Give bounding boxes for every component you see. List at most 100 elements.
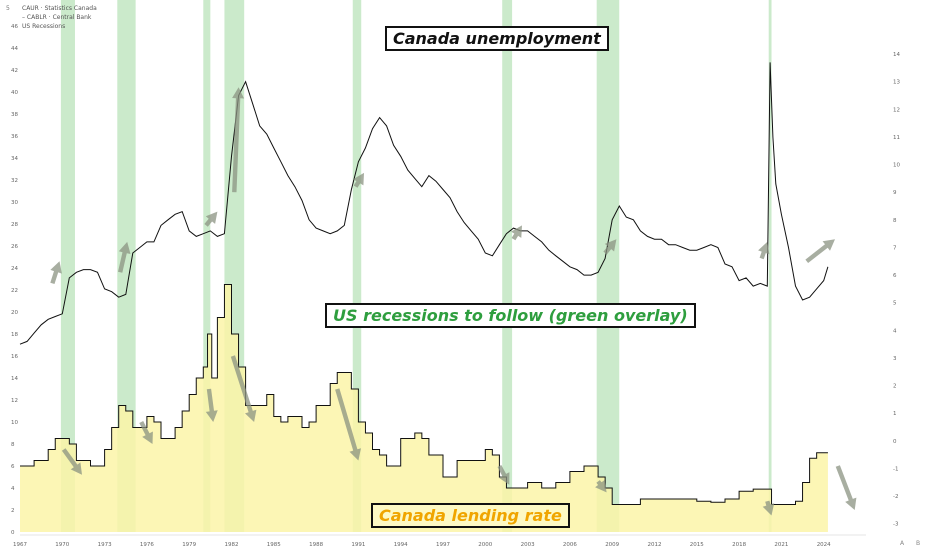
x-tick-label: 2006 — [563, 542, 577, 548]
left-tick-label: 24 — [11, 266, 18, 272]
lending-rate-line — [20, 284, 828, 505]
x-tick-label: 2021 — [774, 542, 788, 548]
left-tick-label: 38 — [11, 112, 18, 118]
right-tick-label: 0 — [893, 439, 897, 445]
trend-arrow — [204, 211, 218, 227]
right-tick-label: 4 — [893, 328, 897, 334]
left-tick-label: 2 — [11, 508, 15, 514]
auto-scale-button[interactable]: A — [899, 540, 905, 547]
x-tick-label: 2000 — [478, 542, 492, 548]
x-tick-label: 1973 — [98, 542, 112, 548]
trend-arrow — [758, 241, 770, 260]
recession-band — [203, 0, 211, 532]
right-tick-label: 14 — [893, 52, 900, 58]
left-tick-label: 32 — [11, 178, 18, 184]
trend-arrow — [805, 239, 835, 263]
x-tick-label: 1976 — [140, 542, 154, 548]
lending-rate-fill — [20, 284, 828, 532]
annotation-recessions: US recessions to follow (green overlay) — [325, 303, 696, 328]
log-scale-button[interactable]: B — [915, 540, 921, 547]
x-tick-label: 2024 — [817, 542, 831, 548]
right-tick-label: -2 — [893, 494, 898, 500]
left-axis: 0246810121416182022242628303234363840424… — [11, 24, 18, 536]
x-tick-label: 1988 — [309, 542, 323, 548]
left-tick-label: 16 — [11, 354, 18, 360]
x-tick-label: 1967 — [13, 542, 27, 548]
trend-arrow — [205, 388, 218, 422]
trend-arrow — [232, 87, 245, 193]
right-tick-label: 13 — [893, 80, 900, 86]
recession-band — [502, 0, 513, 532]
x-axis: 1967 1970 1973 1976 1979 1982 1985 1988 1991 1994… — [13, 534, 866, 548]
left-tick-label: 20 — [11, 310, 18, 316]
trend-arrow — [762, 500, 775, 516]
x-tick-label: 2009 — [605, 542, 619, 548]
trend-arrow — [353, 172, 364, 188]
left-tick-label: 46 — [11, 24, 18, 30]
trend-arrow — [603, 239, 617, 255]
recession-band — [117, 0, 136, 532]
right-tick-label: 8 — [893, 218, 897, 224]
legend-lending: – CABLR · Central Bank — [22, 13, 97, 22]
right-tick-label: 6 — [893, 273, 897, 279]
x-tick-label: 1982 — [225, 542, 239, 548]
x-tick-label: 2003 — [521, 542, 535, 548]
right-tick-label: 7 — [893, 245, 897, 251]
left-tick-label: 14 — [11, 376, 18, 382]
right-tick-label: 12 — [893, 107, 900, 113]
left-tick-label: 0 — [11, 530, 15, 536]
x-tick-label: 1994 — [394, 542, 408, 548]
x-tick-label: 1970 — [55, 542, 69, 548]
series-lines — [19, 62, 829, 505]
right-tick-label: 9 — [893, 190, 897, 196]
x-tick-label: 2018 — [732, 542, 746, 548]
right-tick-label: 3 — [893, 356, 897, 362]
x-tick-label: 1979 — [182, 542, 196, 548]
right-tick-label: 10 — [893, 163, 900, 169]
trend-arrow — [230, 355, 257, 422]
left-tick-label: 26 — [11, 244, 18, 250]
legend: CAUR · Statistics Canada – CABLR · Centr… — [22, 4, 97, 31]
left-tick-label: 40 — [11, 90, 18, 96]
trend-arrow — [118, 241, 131, 273]
unemployment-line — [19, 62, 829, 345]
recession-band — [60, 0, 75, 532]
right-tick-label: 1 — [893, 411, 897, 417]
right-tick-label: 11 — [893, 135, 900, 141]
trend-arrow — [497, 465, 510, 485]
lending-rate-area — [20, 284, 828, 532]
trend-arrow — [595, 480, 607, 493]
left-tick-label: 30 — [11, 200, 18, 206]
legend-dash: – — [22, 14, 25, 21]
legend-recessions: US Recessions — [22, 23, 66, 30]
x-tick-label: 2015 — [690, 542, 704, 548]
left-tick-label: 34 — [11, 156, 18, 162]
left-tick-label: 42 — [11, 68, 18, 74]
left-tick-label: 36 — [11, 134, 18, 140]
trend-arrows — [50, 87, 857, 516]
left-tick-label: 22 — [11, 288, 18, 294]
left-tick-label: 4 — [11, 486, 15, 492]
trend-arrow — [50, 261, 62, 284]
legend-unemployment: CAUR · Statistics Canada — [22, 5, 97, 12]
annotation-unemployment: Canada unemployment — [385, 26, 609, 51]
left-tick-label: 8 — [11, 442, 15, 448]
trend-arrow — [335, 388, 361, 461]
recession-band — [352, 0, 362, 532]
left-tick-label: 18 — [11, 332, 18, 338]
corner-label: 5 — [6, 5, 10, 12]
left-tick-label: 44 — [11, 46, 18, 52]
right-tick-label: 2 — [893, 384, 897, 390]
left-tick-label: 28 — [11, 222, 18, 228]
right-tick-label: -1 — [893, 466, 898, 472]
left-tick-label: 6 — [11, 464, 15, 470]
trend-arrow — [139, 421, 153, 444]
legend-lending-label: CABLR · Central Bank — [26, 14, 92, 21]
x-tick-label: 1985 — [267, 542, 281, 548]
right-tick-label: 5 — [893, 301, 897, 307]
annotation-lending: Canada lending rate — [371, 503, 570, 528]
trend-arrow — [61, 448, 82, 475]
x-tick-label: 1991 — [351, 542, 365, 548]
